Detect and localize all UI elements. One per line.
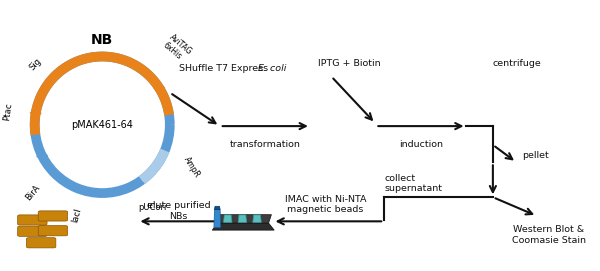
Text: centrifuge: centrifuge bbox=[493, 59, 542, 67]
Text: NB: NB bbox=[91, 33, 113, 47]
FancyBboxPatch shape bbox=[38, 226, 68, 236]
Text: pUCori: pUCori bbox=[138, 203, 167, 212]
Text: SHuffle T7 Express: SHuffle T7 Express bbox=[179, 64, 271, 73]
Polygon shape bbox=[154, 87, 164, 95]
Polygon shape bbox=[214, 206, 220, 209]
Text: Western Blot &
Coomasie Stain: Western Blot & Coomasie Stain bbox=[512, 225, 586, 245]
Text: BirA: BirA bbox=[24, 183, 42, 202]
Text: lacI: lacI bbox=[71, 207, 83, 223]
Polygon shape bbox=[253, 215, 261, 222]
Text: E. coli: E. coli bbox=[258, 64, 286, 73]
Polygon shape bbox=[130, 180, 144, 187]
Polygon shape bbox=[214, 209, 221, 228]
Polygon shape bbox=[30, 107, 41, 114]
Text: IPTG + Biotin: IPTG + Biotin bbox=[318, 59, 380, 67]
FancyBboxPatch shape bbox=[17, 215, 47, 225]
Text: Sig: Sig bbox=[28, 56, 43, 72]
Text: pellet: pellet bbox=[522, 151, 549, 160]
Polygon shape bbox=[212, 223, 274, 230]
Polygon shape bbox=[223, 215, 232, 222]
FancyBboxPatch shape bbox=[38, 211, 68, 221]
Text: elute purified
NBs: elute purified NBs bbox=[147, 201, 211, 221]
Text: AviTAG
6xHis: AviTAG 6xHis bbox=[161, 33, 194, 64]
Text: transformation: transformation bbox=[230, 140, 301, 149]
Text: collect
supernatant: collect supernatant bbox=[384, 174, 442, 193]
FancyBboxPatch shape bbox=[26, 238, 56, 248]
Text: Ptac: Ptac bbox=[2, 102, 13, 122]
Text: induction: induction bbox=[398, 140, 443, 149]
Text: IMAC with Ni-NTA
magnetic beads: IMAC with Ni-NTA magnetic beads bbox=[285, 195, 366, 214]
Polygon shape bbox=[37, 150, 47, 157]
Polygon shape bbox=[215, 215, 271, 223]
Polygon shape bbox=[238, 215, 247, 222]
FancyBboxPatch shape bbox=[17, 226, 47, 236]
Text: pMAK461-64: pMAK461-64 bbox=[71, 120, 133, 130]
Text: AmpR: AmpR bbox=[182, 155, 202, 179]
